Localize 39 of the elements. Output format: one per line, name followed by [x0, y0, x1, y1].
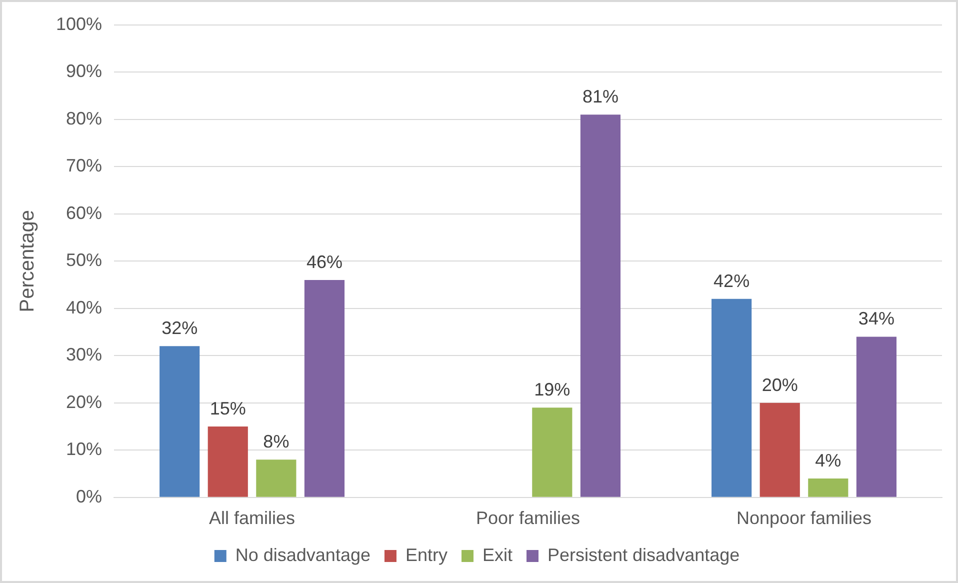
data-label: 46% [306, 252, 342, 272]
bar [304, 280, 345, 497]
bar [580, 114, 621, 497]
y-tick-label: 60% [66, 202, 102, 223]
y-tick-label: 30% [66, 344, 102, 365]
data-label: 20% [762, 374, 798, 395]
x-tick-label: Poor families [476, 508, 580, 528]
x-tick-label: Nonpoor families [736, 508, 872, 528]
bar [160, 346, 200, 497]
data-label: 19% [534, 380, 570, 400]
y-axis-title: Percentage [16, 210, 39, 312]
data-label: 81% [582, 86, 618, 107]
y-tick-label: 40% [66, 297, 102, 318]
bar [760, 402, 800, 497]
legend-label: Entry [405, 544, 448, 565]
legend-label: Persistent disadvantage [547, 544, 740, 565]
data-label: 15% [210, 398, 246, 418]
bar [856, 336, 896, 497]
bar [208, 426, 248, 497]
y-tick-label: 90% [66, 61, 102, 82]
data-label: 4% [815, 450, 842, 470]
y-tick-label: 0% [76, 486, 102, 506]
bar [712, 298, 752, 497]
x-tick-label: All families [209, 508, 296, 528]
bar [256, 460, 296, 497]
y-tick-label: 10% [66, 439, 102, 460]
data-label: 34% [858, 308, 894, 329]
y-tick-label: 80% [66, 108, 102, 128]
legend-label: No disadvantage [235, 544, 370, 565]
y-tick-label: 100% [56, 14, 102, 34]
data-label: 42% [714, 270, 750, 291]
y-tick-label: 50% [66, 250, 102, 270]
y-tick-label: 70% [66, 156, 102, 176]
bar [532, 408, 572, 497]
data-label: 8% [263, 432, 290, 452]
data-label: 32% [162, 318, 198, 338]
legend-label: Exit [482, 544, 513, 565]
bar [808, 478, 848, 497]
y-tick-label: 20% [66, 392, 102, 412]
